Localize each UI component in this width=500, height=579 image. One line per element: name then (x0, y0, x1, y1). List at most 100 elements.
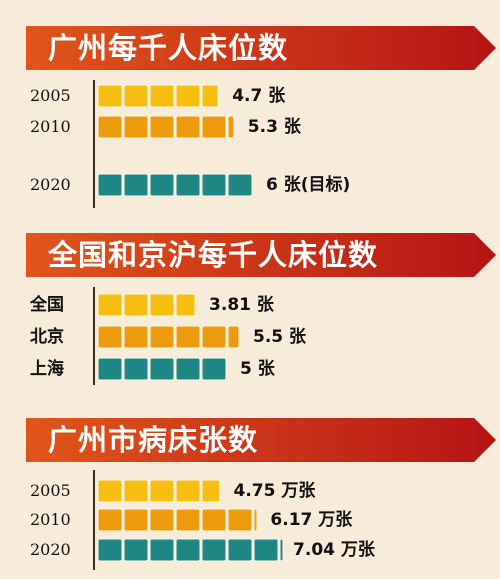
bar-block (175, 508, 201, 532)
bar-block (201, 538, 227, 562)
data-label: 4.75 万张 (233, 481, 316, 501)
bar-block (175, 293, 196, 317)
category-label: 2020 (30, 175, 71, 194)
bar-block (175, 325, 201, 349)
bar-row: 2010 5.3 张 (0, 114, 500, 140)
bar-row: 全国 3.81 张 (0, 292, 500, 318)
data-label: 5.5 张 (253, 327, 307, 347)
bar-block (175, 115, 201, 139)
bar-block (149, 173, 175, 197)
data-label: 6.17 万张 (270, 510, 353, 530)
bar-block (123, 508, 149, 532)
bar-block (227, 508, 253, 532)
banner-arrow-shape (26, 26, 496, 70)
bar-block (149, 293, 175, 317)
bar-blocks (97, 84, 219, 108)
bar-block (227, 325, 240, 349)
bar-block (175, 479, 201, 503)
chart-title-banner-2: 全国和京沪每千人床位数 (26, 233, 496, 277)
bar-row: 上海 5 张 (0, 356, 500, 382)
banner-arrow-shape (26, 233, 496, 277)
chart-title-banner-3: 广州市病床张数 (26, 418, 496, 462)
bar-block (97, 479, 123, 503)
bar-block (175, 173, 201, 197)
banner-arrow-shape (26, 418, 496, 462)
bar-row: 2005 4.75 万张 (0, 478, 500, 504)
category-label: 2005 (30, 86, 71, 105)
bar-block (175, 538, 201, 562)
bar-block (149, 357, 175, 381)
bar-block (123, 479, 149, 503)
bar-row: 2020 6 张(目标) (0, 172, 500, 198)
bar-block (97, 357, 123, 381)
category-label: 2020 (30, 540, 71, 559)
bar-blocks (97, 357, 227, 381)
data-label: 4.7 张 (232, 86, 286, 106)
bar-block (201, 508, 227, 532)
bar-block (123, 173, 149, 197)
bar-block (201, 357, 227, 381)
axis-line (93, 470, 95, 570)
bar-block (123, 357, 149, 381)
bar-blocks (97, 479, 220, 503)
category-label: 2010 (30, 117, 71, 136)
bar-block (175, 357, 201, 381)
bar-block (123, 84, 149, 108)
data-label: 5.3 张 (247, 117, 301, 137)
bar-row: 北京 5.5 张 (0, 324, 500, 350)
bar-block (149, 325, 175, 349)
bar-block (201, 173, 227, 197)
bar-blocks (97, 538, 284, 562)
data-label: 7.04 万张 (293, 540, 375, 560)
chart-title: 广州市病床张数 (48, 423, 259, 457)
bar-block (97, 508, 123, 532)
bar-block (201, 479, 220, 503)
bar-block (201, 115, 227, 139)
bar-blocks (97, 508, 258, 532)
data-label: 6 张(目标) (266, 175, 351, 195)
bar-block (123, 293, 149, 317)
bar-block (175, 84, 201, 108)
bar-blocks (97, 173, 253, 197)
bar-block (123, 115, 149, 139)
bar-block (149, 508, 175, 532)
bar-blocks (97, 325, 240, 349)
bar-block (201, 325, 227, 349)
chart-title-banner-1: 广州每千人床位数 (26, 26, 496, 70)
bar-block (123, 538, 149, 562)
bar-blocks (97, 293, 196, 317)
bar-block (97, 325, 123, 349)
bar-blocks (97, 115, 235, 139)
chart-title: 全国和京沪每千人床位数 (48, 238, 379, 272)
category-label: 上海 (30, 359, 64, 379)
bar-block (97, 293, 123, 317)
category-label: 2005 (30, 481, 71, 500)
bar-block (123, 325, 149, 349)
bar-block (149, 479, 175, 503)
bar-block (97, 115, 123, 139)
bar-row: 2010 6.17 万张 (0, 507, 500, 533)
bar-block (279, 538, 284, 562)
axis-line (93, 287, 95, 385)
bar-block (253, 538, 279, 562)
bar-block (97, 538, 123, 562)
bar-block (227, 173, 253, 197)
bar-block (201, 84, 219, 108)
bar-block (97, 173, 123, 197)
bar-block (227, 538, 253, 562)
chart-title: 广州每千人床位数 (48, 31, 289, 65)
bar-block (149, 115, 175, 139)
bar-row: 2005 4.7 张 (0, 83, 500, 109)
data-label: 5 张 (240, 359, 275, 379)
data-label: 3.81 张 (209, 295, 274, 315)
bar-row: 2020 7.04 万张 (0, 537, 500, 563)
bar-block (149, 84, 175, 108)
category-label: 北京 (30, 327, 64, 347)
bar-block (97, 84, 123, 108)
axis-line (93, 80, 95, 208)
bar-block (227, 115, 235, 139)
bar-block (149, 538, 175, 562)
bar-block (253, 508, 258, 532)
category-label: 全国 (30, 295, 64, 315)
category-label: 2010 (30, 510, 71, 529)
